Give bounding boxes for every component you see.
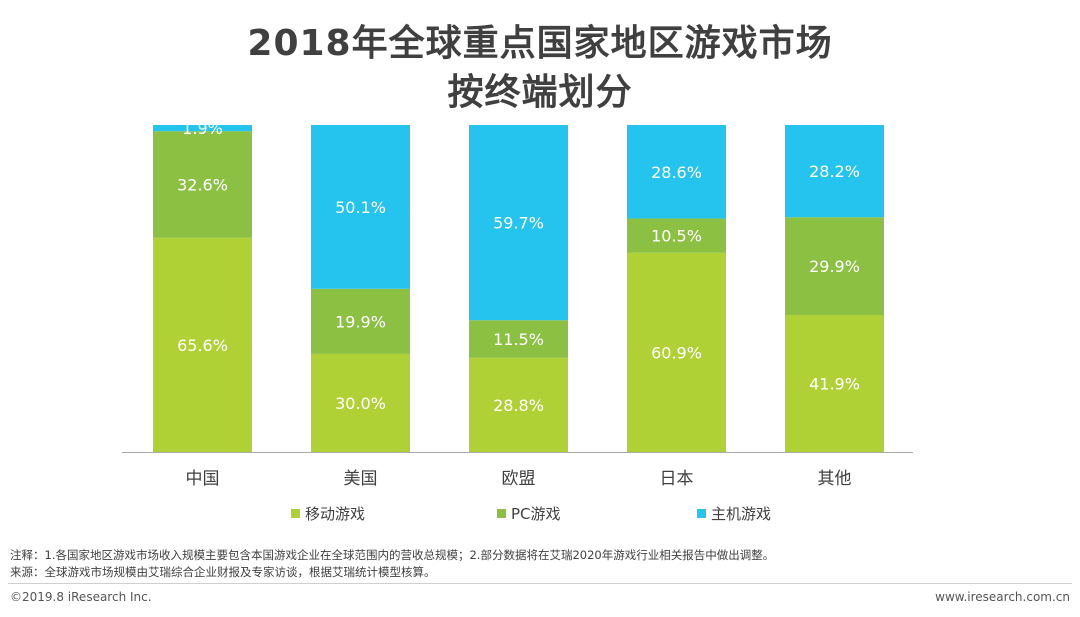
- legend-swatch-console: [697, 509, 706, 518]
- notes-line-2: 来源：全球游戏市场规模由艾瑞综合企业财报及专家访谈，根据艾瑞统计模型核算。: [10, 565, 436, 579]
- bar-console-1: [311, 125, 410, 289]
- data-label-mobile-4: 41.9%: [809, 374, 860, 393]
- data-label-mobile-1: 30.0%: [335, 394, 386, 413]
- data-label-pc-4: 29.9%: [809, 257, 860, 276]
- data-label-console-1: 50.1%: [335, 198, 386, 217]
- data-label-mobile-2: 28.8%: [493, 396, 544, 415]
- bar-pc-0: [153, 131, 252, 238]
- bar-console-3: [627, 125, 726, 219]
- legend-label-console: 主机游戏: [711, 505, 772, 523]
- bar-console-2: [469, 125, 568, 321]
- bar-console-4: [785, 125, 884, 218]
- legend-swatch-pc: [497, 509, 506, 518]
- chart-legend: 移动游戏 PC游戏 主机游戏: [0, 503, 1080, 527]
- data-label-pc-3: 10.5%: [651, 227, 702, 246]
- data-label-console-0: 1.9%: [182, 119, 223, 138]
- legend-item-mobile: 移动游戏: [291, 503, 365, 524]
- footer-divider: [8, 583, 1072, 584]
- bar-pc-4: [785, 217, 884, 315]
- bar-pc-2: [469, 320, 568, 358]
- legend-label-pc: PC游戏: [511, 505, 561, 523]
- legend-swatch-mobile: [291, 509, 300, 518]
- x-tick-label-4: 其他: [818, 469, 852, 489]
- bar-console-0: [153, 125, 252, 132]
- chart-title-line-1: 2018年全球重点国家地区游戏市场: [247, 23, 833, 64]
- data-label-console-4: 28.2%: [809, 162, 860, 181]
- notes-line-1: 注释：1.各国家地区游戏市场收入规模主要包含本国游戏企业在全球范围内的营收总规模…: [10, 548, 775, 562]
- bar-pc-1: [311, 288, 410, 354]
- legend-item-console: 主机游戏: [697, 503, 771, 524]
- stacked-bar-chart: 65.6% 32.6% 1.9% 中国 30.0% 19.9% 50.1% 美国 28.8% 11…: [122, 119, 913, 489]
- data-label-pc-0: 32.6%: [177, 175, 228, 194]
- chart-notes: 注释：1.各国家地区游戏市场收入规模主要包含本国游戏企业在全球范围内的营收总规模…: [10, 547, 774, 581]
- chart-title-line-2: 按终端划分: [447, 72, 633, 113]
- bar-mobile-1: [311, 353, 410, 452]
- data-label-console-2: 59.7%: [493, 214, 544, 233]
- x-tick-label-2: 欧盟: [502, 469, 536, 489]
- data-label-pc-2: 11.5%: [493, 330, 544, 349]
- bar-pc-3: [627, 218, 726, 253]
- data-label-mobile-3: 60.9%: [651, 343, 702, 362]
- legend-item-pc: PC游戏: [497, 503, 561, 524]
- bar-mobile-2: [469, 357, 568, 452]
- footer-copyright: ©2019.8 iResearch Inc.: [10, 590, 152, 604]
- bar-mobile-4: [785, 314, 884, 452]
- data-label-console-3: 28.6%: [651, 163, 702, 182]
- x-tick-label-0: 中国: [186, 469, 220, 489]
- data-label-pc-1: 19.9%: [335, 312, 386, 331]
- x-tick-label-1: 美国: [344, 469, 378, 489]
- x-tick-label-3: 日本: [660, 469, 694, 489]
- legend-label-mobile: 移动游戏: [305, 505, 366, 523]
- bar-mobile-3: [627, 252, 726, 452]
- footer-website[interactable]: www.iresearch.com.cn: [935, 590, 1070, 604]
- bar-mobile-0: [153, 237, 252, 452]
- data-label-mobile-0: 65.6%: [177, 336, 228, 355]
